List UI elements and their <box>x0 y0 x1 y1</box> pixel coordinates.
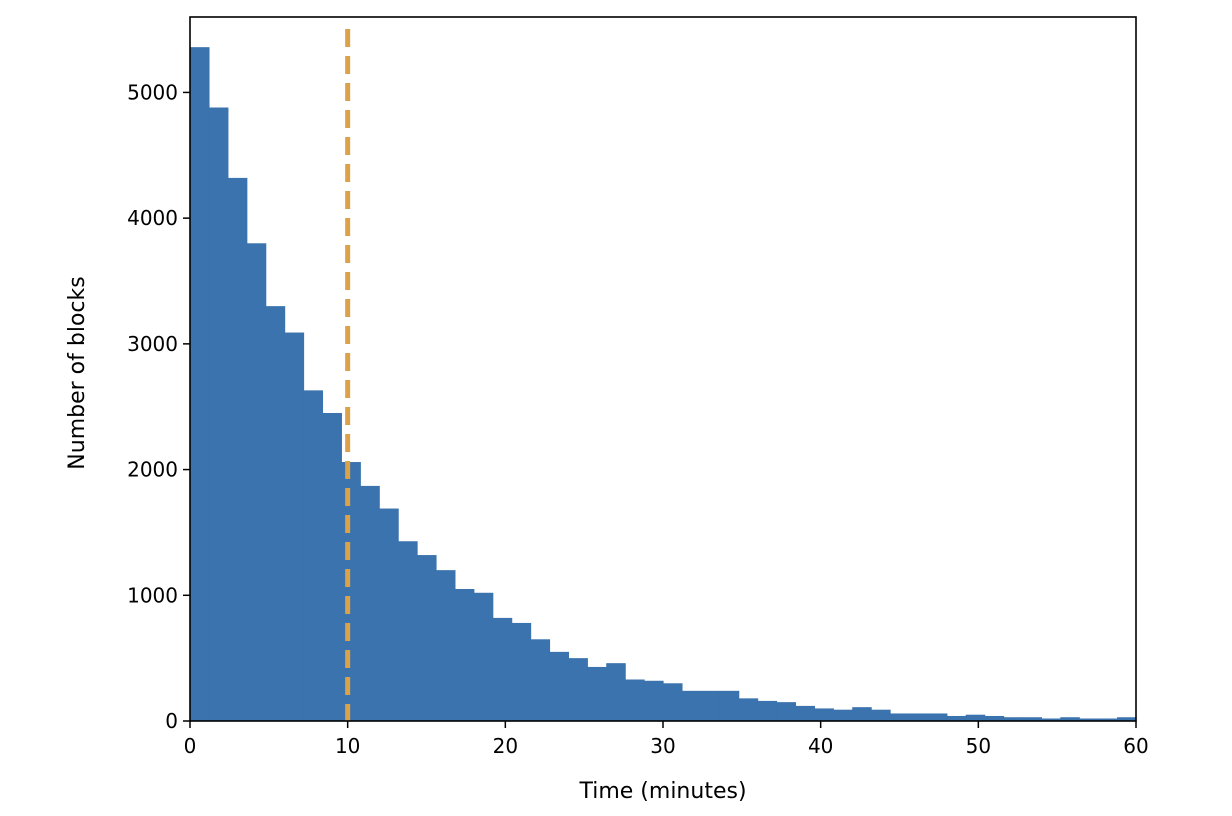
histogram-bar <box>246 243 267 722</box>
histogram-bar <box>852 707 872 721</box>
histogram-bar <box>435 570 456 721</box>
histogram-bar <box>454 589 475 721</box>
histogram-bar <box>322 413 342 721</box>
histogram-bar <box>946 715 967 721</box>
histogram-bar <box>1060 717 1080 721</box>
histogram-bar <box>871 709 891 721</box>
x-tick-label: 20 <box>493 734 518 758</box>
histogram-bar <box>208 107 229 721</box>
y-axis-label: Number of blocks <box>65 276 90 469</box>
histogram-bar <box>284 332 305 721</box>
y-tick-label: 3000 <box>127 332 178 356</box>
y-tick-label: 0 <box>165 709 178 733</box>
histogram-bar <box>1098 718 1118 721</box>
histogram-bar <box>757 700 778 721</box>
histogram-bar <box>227 177 248 721</box>
histogram-bar <box>190 47 210 722</box>
x-axis-label: Time (minutes) <box>578 779 746 804</box>
x-axis-ticks: 0 10 20 30 40 50 60 <box>184 721 1149 758</box>
histogram-bar <box>1117 717 1137 721</box>
histogram-bar <box>625 679 645 721</box>
x-tick-label: 60 <box>1123 734 1148 758</box>
histogram-bar <box>511 622 532 721</box>
histogram-bar <box>1041 718 1061 721</box>
histogram-bar <box>927 713 948 721</box>
histogram-bar <box>587 666 607 721</box>
histogram-bar <box>681 690 702 721</box>
histogram-bar <box>549 651 569 721</box>
histogram-bar <box>265 306 286 721</box>
histogram-bar <box>984 715 1005 721</box>
histogram-bar <box>606 663 626 721</box>
bars-group <box>190 47 1137 722</box>
histogram-bar <box>700 690 721 721</box>
histogram-bar <box>303 390 324 721</box>
y-tick-label: 4000 <box>127 206 178 230</box>
y-tick-label: 2000 <box>127 458 178 482</box>
y-tick-label: 1000 <box>127 583 178 607</box>
histogram-bar <box>644 680 664 721</box>
histogram-bar <box>568 658 588 721</box>
x-tick-label: 30 <box>650 734 675 758</box>
y-axis-ticks: 0 1000 2000 3000 4000 5000 <box>127 80 190 733</box>
histogram-bar <box>341 462 361 721</box>
x-tick-label: 50 <box>966 734 991 758</box>
y-tick-label: 5000 <box>127 80 178 104</box>
histogram-bar <box>530 639 551 721</box>
x-tick-label: 0 <box>184 734 197 758</box>
histogram-bar <box>795 705 815 721</box>
histogram-bar <box>719 690 740 721</box>
histogram-bar <box>360 485 380 721</box>
histogram-bar <box>776 702 797 721</box>
histogram-bar <box>379 508 399 721</box>
histogram-bar <box>1003 717 1024 721</box>
x-tick-label: 10 <box>335 734 360 758</box>
histogram-bar <box>738 698 759 721</box>
histogram-bar <box>890 713 910 721</box>
histogram-bar <box>1022 717 1042 721</box>
histogram-bar <box>663 683 683 721</box>
histogram-bar <box>398 541 418 721</box>
histogram-bar <box>908 713 929 721</box>
histogram-bar <box>1079 718 1099 721</box>
histogram-bar <box>833 709 853 721</box>
histogram-bar <box>965 714 986 721</box>
histogram-bar <box>814 708 834 721</box>
histogram-bar <box>492 617 513 721</box>
histogram-bar <box>417 555 437 721</box>
histogram-bar <box>473 592 494 721</box>
x-tick-label: 40 <box>808 734 833 758</box>
